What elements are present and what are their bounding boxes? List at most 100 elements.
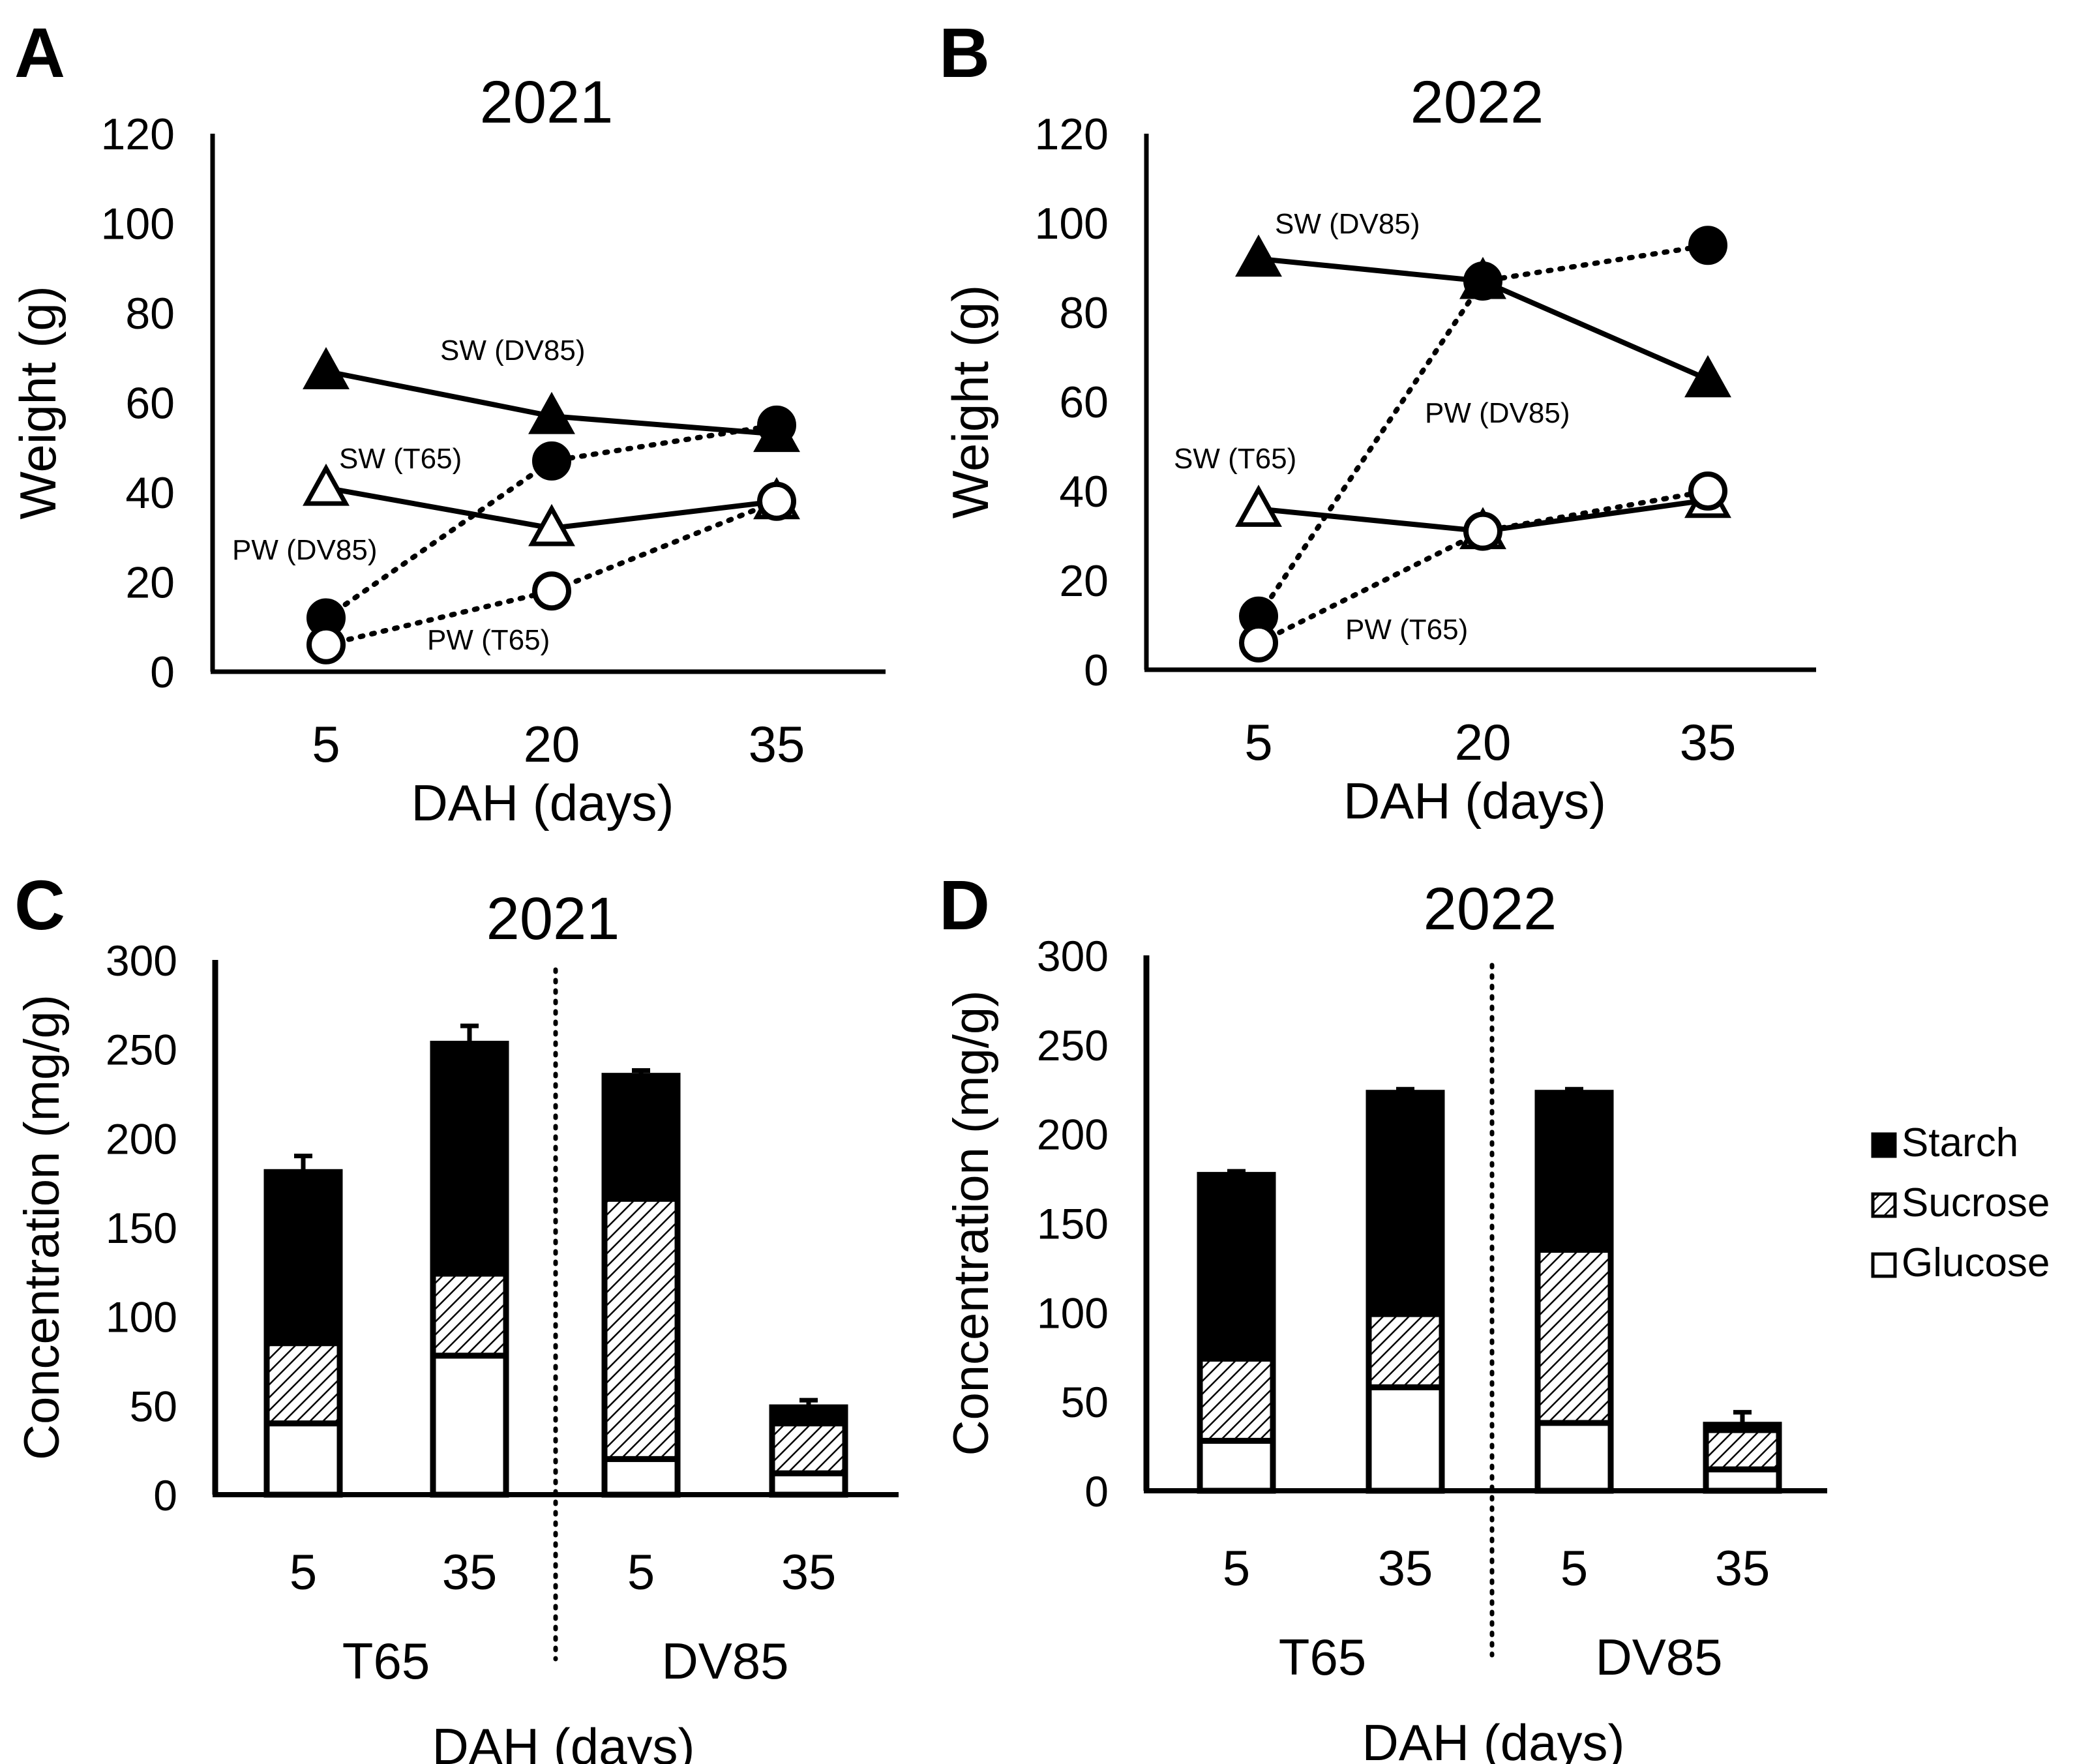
legend-swatch-starch — [1871, 1132, 1897, 1158]
chart-title: 2021 — [480, 69, 614, 136]
data-point-circle — [757, 481, 796, 521]
group-label: T65 — [1279, 1628, 1366, 1686]
data-point-circle — [1688, 471, 1727, 511]
series-label: SW (T65) — [339, 443, 462, 475]
y-tick-label: 100 — [106, 1293, 177, 1341]
y-axis-title: Concentration (mg/g) — [14, 994, 70, 1460]
data-point-triangle — [303, 463, 350, 506]
y-axis-title: Weight (g) — [942, 285, 999, 518]
y-axis-title: Concentration (mg/g) — [944, 991, 999, 1456]
bar-segment-sucrose — [769, 1420, 848, 1476]
y-tick-label: 300 — [106, 936, 177, 985]
bar-segment-starch — [1703, 1422, 1782, 1433]
bar-segment-glucose — [1366, 1384, 1445, 1494]
group-label: DV85 — [661, 1632, 788, 1690]
legend-label: Sucrose — [1902, 1180, 2050, 1225]
data-point-circle — [1688, 226, 1727, 265]
bar-segment-glucose — [430, 1353, 509, 1498]
panel-letter: D — [939, 865, 990, 944]
chart-title: 2021 — [486, 886, 620, 952]
data-point-circle — [1463, 262, 1502, 301]
series-label: PW (DV85) — [1425, 397, 1570, 429]
x-axis-title: DAH (days) — [432, 1718, 694, 1764]
panel-B: 0 20 40 60 80 100 120 5 20 35 DAH (days) Weight (g)… — [939, 13, 1816, 830]
x-tick-label: 20 — [524, 715, 580, 773]
bar-segment-sucrose — [1366, 1311, 1445, 1390]
x-tick-label: 35 — [442, 1545, 498, 1600]
y-tick-label: 0 — [153, 1471, 177, 1519]
y-tick-label: 80 — [1059, 288, 1109, 338]
x-tick-label: 5 — [290, 1545, 317, 1600]
data-point-triangle — [1235, 234, 1282, 277]
y-tick-label: 100 — [1037, 1289, 1109, 1337]
y-tick-label: 20 — [125, 558, 175, 608]
y-tick-label: 0 — [150, 648, 175, 697]
series-label: PW (T65) — [1345, 614, 1468, 646]
bar-segment-sucrose — [263, 1340, 343, 1427]
bar-segment-glucose — [1534, 1420, 1614, 1494]
x-tick-label: 20 — [1455, 713, 1512, 771]
chart-title: 2022 — [1411, 69, 1544, 136]
bar-segment-starch — [263, 1169, 343, 1347]
y-tick-label: 50 — [1061, 1378, 1109, 1426]
data-point-circle — [1463, 511, 1502, 551]
data-point-circle — [532, 441, 571, 481]
series-label: SW (DV85) — [440, 335, 585, 366]
bar-segment-starch — [769, 1404, 848, 1427]
x-axis-title: DAH (days) — [1343, 772, 1606, 830]
data-point-triangle — [528, 503, 575, 546]
series-line — [1256, 243, 1710, 619]
y-tick-label: 100 — [101, 200, 175, 249]
x-tick-label: 5 — [627, 1545, 655, 1600]
y-tick-label: 300 — [1037, 932, 1109, 980]
x-tick-label: 35 — [1715, 1541, 1770, 1596]
bar-segment-sucrose — [1703, 1427, 1782, 1472]
bar-segment-sucrose — [430, 1270, 509, 1359]
panel-letter: B — [939, 13, 990, 92]
bar-segment-glucose — [1197, 1437, 1276, 1494]
legend-swatch-sucrose — [1871, 1192, 1897, 1218]
data-point-triangle — [1235, 485, 1282, 527]
bar-segment-starch — [1534, 1090, 1614, 1253]
y-tick-label: 40 — [1059, 467, 1109, 516]
chart-title: 2022 — [1424, 876, 1557, 942]
x-tick-label: 5 — [1223, 1541, 1250, 1596]
data-point-circle — [757, 405, 796, 445]
x-tick-label: 5 — [1244, 713, 1272, 771]
y-tick-label: 150 — [106, 1204, 177, 1252]
y-tick-label: 20 — [1059, 556, 1109, 606]
bar-segment-starch — [601, 1073, 681, 1202]
x-tick-label: 35 — [749, 715, 805, 773]
bar-segment-sucrose — [601, 1195, 681, 1462]
group-label: T65 — [342, 1632, 430, 1690]
legend-label: Starch — [1902, 1120, 2018, 1165]
y-tick-label: 60 — [125, 379, 175, 428]
y-tick-label: 200 — [1037, 1111, 1109, 1159]
y-tick-label: 40 — [125, 468, 175, 518]
legend: Starch Sucrose Glucose — [1871, 1120, 2050, 1285]
legend-label: Glucose — [1902, 1240, 2050, 1285]
series-label: PW (T65) — [427, 624, 550, 656]
bar-segment-starch — [1366, 1090, 1445, 1317]
bar-segment-starch — [1197, 1172, 1276, 1362]
y-tick-label: 0 — [1084, 646, 1109, 695]
panels-layer: 0 20 40 60 80 100 120 5 20 35 DAH (days) Weight (g)… — [9, 13, 2050, 1764]
y-tick-label: 200 — [106, 1114, 177, 1163]
data-point-circle — [532, 571, 571, 611]
y-tick-label: 100 — [1035, 199, 1109, 248]
x-tick-label: 5 — [312, 715, 340, 773]
y-tick-label: 250 — [106, 1026, 177, 1074]
y-tick-label: 120 — [101, 110, 175, 159]
data-point-circle — [1239, 623, 1278, 663]
x-tick-label: 35 — [1378, 1541, 1433, 1596]
bar-segment-starch — [430, 1040, 509, 1277]
x-tick-label: 35 — [1680, 713, 1737, 771]
panel-letter: A — [14, 13, 65, 92]
panel-A: 0 20 40 60 80 100 120 5 20 35 DAH (days) Weight (g)… — [9, 13, 886, 831]
x-axis-title: DAH (days) — [1362, 1714, 1624, 1764]
bar-segment-glucose — [1703, 1466, 1782, 1494]
data-point-circle — [306, 625, 346, 665]
